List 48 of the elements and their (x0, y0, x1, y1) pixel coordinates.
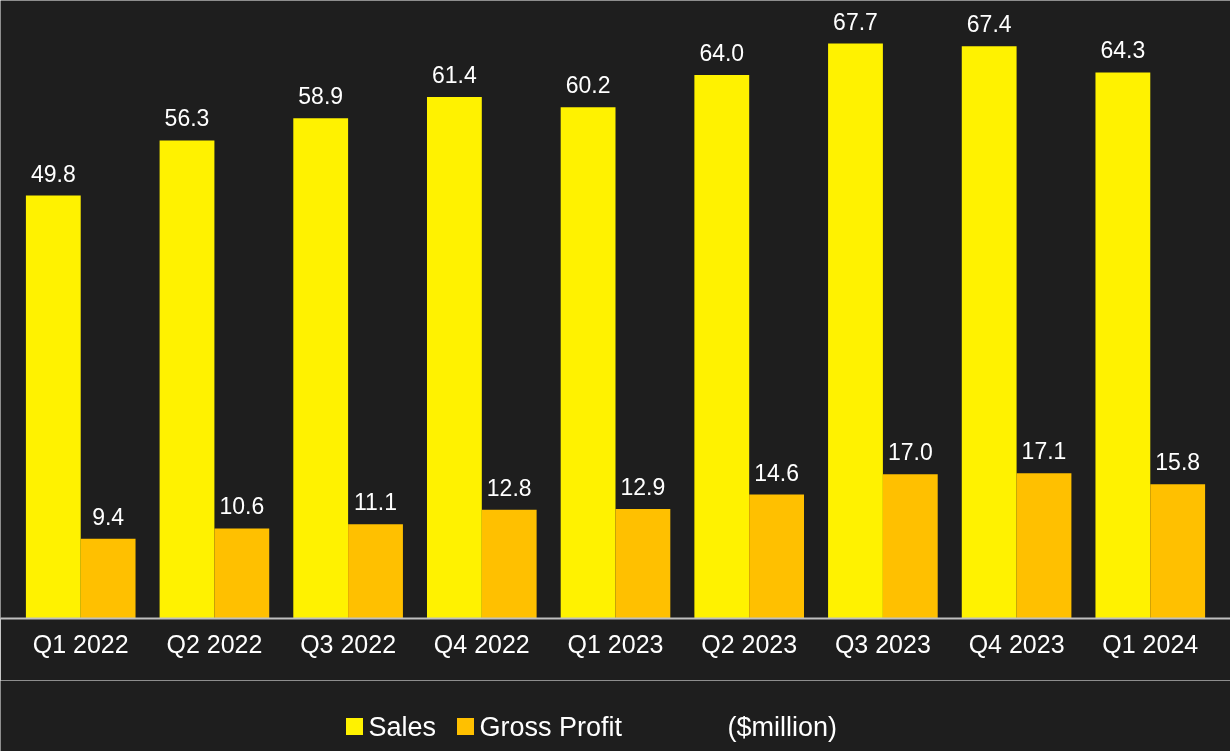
bar (1150, 484, 1206, 619)
data-label: 49.8 (30, 160, 76, 187)
data-label: 56.3 (164, 105, 210, 132)
data-label: 12.8 (486, 474, 532, 501)
x-tick-label: Q2 2022 (166, 629, 263, 658)
bar (1016, 473, 1072, 619)
bar (882, 474, 938, 619)
bar (426, 97, 482, 619)
bar (25, 195, 81, 619)
x-tick-label: Q3 2023 (834, 629, 931, 658)
data-label: 67.4 (966, 11, 1012, 38)
bar (694, 75, 750, 619)
bar (348, 524, 403, 619)
bar (1095, 72, 1151, 619)
data-label: 9.4 (92, 503, 125, 530)
data-label: 17.1 (1021, 438, 1067, 465)
data-label: 10.6 (219, 493, 265, 520)
x-tick-label: Q4 2023 (968, 629, 1065, 658)
data-label: 60.2 (565, 72, 611, 99)
legend-label: Gross Profit (479, 711, 623, 742)
bar (80, 538, 136, 619)
data-label: 58.9 (298, 83, 344, 110)
x-tick-label: Q3 2022 (300, 629, 397, 658)
data-label: 12.9 (620, 473, 666, 500)
x-tick-label: Q4 2022 (433, 629, 530, 658)
bar (481, 509, 537, 619)
bar (159, 140, 215, 619)
data-label: 61.4 (432, 62, 477, 89)
text: ($million) (727, 711, 838, 742)
x-tick-label: Q2 2023 (701, 629, 798, 658)
data-label: 15.8 (1155, 449, 1201, 476)
bar (214, 528, 270, 619)
bar (749, 494, 805, 619)
data-label: 14.6 (754, 459, 799, 486)
data-label: 67.7 (833, 8, 878, 35)
data-label: 11.1 (353, 489, 398, 516)
bar (828, 43, 883, 619)
bar (560, 107, 616, 619)
legend-label: Sales (368, 711, 437, 742)
x-tick-label: Q1 2022 (32, 629, 129, 658)
bar (293, 118, 349, 619)
data-label: 17.0 (887, 439, 933, 466)
data-label: 64.0 (699, 40, 745, 67)
x-tick-label: Q1 2023 (567, 629, 664, 658)
bar (615, 508, 671, 619)
data-label: 64.3 (1100, 37, 1146, 64)
bar (961, 46, 1017, 619)
x-tick-label: Q1 2024 (1102, 629, 1199, 658)
